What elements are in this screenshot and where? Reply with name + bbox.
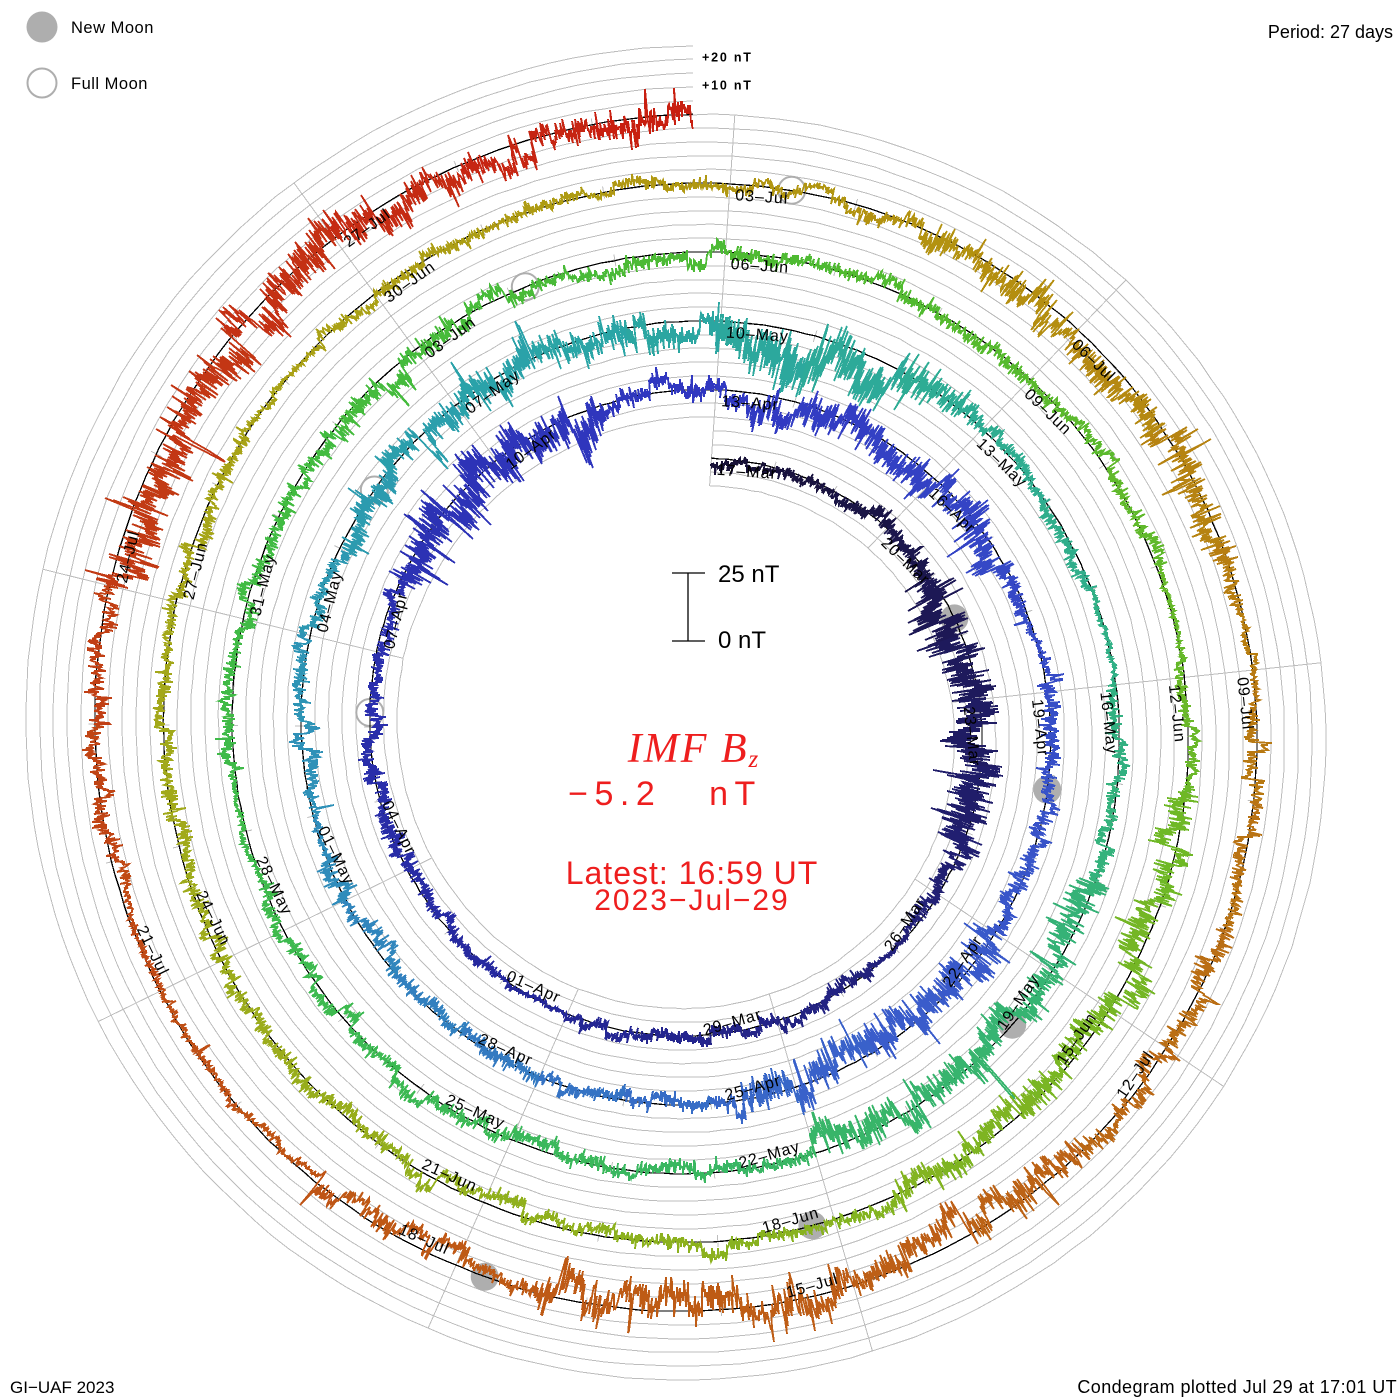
svg-text:03–Jul: 03–Jul xyxy=(735,187,789,208)
svg-text:23–Mar: 23–Mar xyxy=(960,706,983,768)
svg-text:+10 nT: +10 nT xyxy=(702,79,753,93)
svg-text:10–May: 10–May xyxy=(725,325,789,346)
svg-text:17–Mar: 17–Mar xyxy=(716,462,777,483)
svg-text:Condegram plotted Jul 29 at 17: Condegram plotted Jul 29 at 17:01 UT xyxy=(1077,1377,1397,1397)
svg-text:13–Apr: 13–Apr xyxy=(721,393,780,414)
svg-text:−5.2 nT: −5.2 nT xyxy=(568,775,762,813)
svg-text:19–Apr: 19–Apr xyxy=(1028,698,1051,757)
svg-text:New Moon: New Moon xyxy=(71,19,154,37)
svg-text:0 nT: 0 nT xyxy=(718,627,766,654)
svg-text:25 nT: 25 nT xyxy=(718,561,780,588)
svg-text:12–Jun: 12–Jun xyxy=(1165,684,1188,744)
svg-text:16–May: 16–May xyxy=(1096,691,1120,755)
svg-text:Period: 27 days: Period: 27 days xyxy=(1268,22,1393,42)
svg-text:GI−UAF 2023: GI−UAF 2023 xyxy=(10,1378,114,1397)
svg-text:09–Jul: 09–Jul xyxy=(1233,676,1256,731)
svg-text:IMF Bz: IMF Bz xyxy=(627,726,761,773)
svg-text:06–Jun: 06–Jun xyxy=(730,256,790,277)
svg-text:Latest: 16:59 UT: Latest: 16:59 UT xyxy=(566,855,819,891)
svg-text:2023−Jul−29: 2023−Jul−29 xyxy=(594,884,790,917)
svg-text:+20 nT: +20 nT xyxy=(702,51,753,65)
svg-text:Full Moon: Full Moon xyxy=(71,75,148,93)
